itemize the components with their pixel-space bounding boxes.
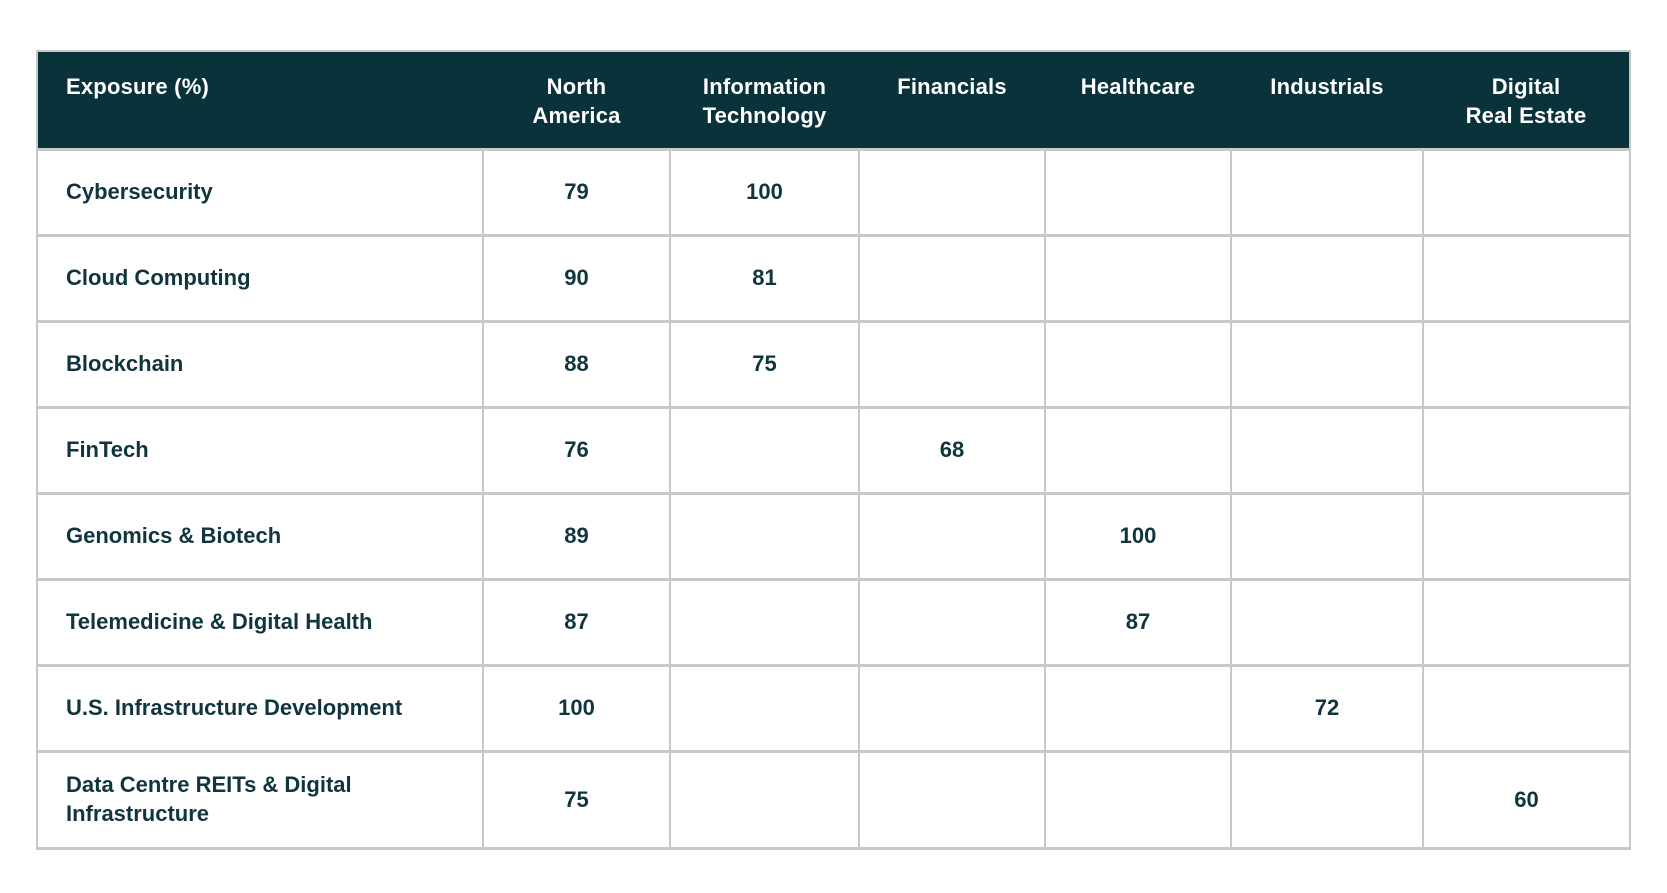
value-cell: 100: [669, 147, 860, 237]
table-row: Cybersecurity 79 100: [36, 147, 1631, 237]
value-cell: [669, 577, 860, 667]
value-cell: [1422, 147, 1631, 237]
row-label: U.S. Infrastructure Development: [36, 663, 484, 753]
table-row: FinTech 76 68: [36, 405, 1631, 495]
column-header: Information Technology: [670, 51, 859, 151]
value-cell: [1230, 749, 1424, 850]
value-cell: [1422, 233, 1631, 323]
value-cell: [858, 577, 1046, 667]
row-label: Telemedicine & Digital Health: [36, 577, 484, 667]
table-row: Blockchain 88 75: [36, 319, 1631, 409]
value-cell: [669, 663, 860, 753]
value-cell: [1044, 147, 1232, 237]
value-cell: [1044, 233, 1232, 323]
value-cell: [1422, 663, 1631, 753]
row-label: Data Centre REITs & Digital Infrastructu…: [36, 749, 484, 850]
value-cell: 68: [858, 405, 1046, 495]
value-cell: [1044, 405, 1232, 495]
value-cell: [858, 749, 1046, 850]
column-header-exposure: Exposure (%): [37, 51, 483, 151]
value-cell: [1044, 749, 1232, 850]
header-row: Exposure (%) North America Information Tec…: [37, 51, 1630, 151]
exposure-table: Exposure (%) North America Information Tec…: [36, 50, 1631, 850]
row-label: Cloud Computing: [36, 233, 484, 323]
column-header: Digital Real Estate: [1423, 51, 1630, 151]
value-cell: [1230, 319, 1424, 409]
column-header: Financials: [859, 51, 1045, 151]
value-cell: [1230, 233, 1424, 323]
value-cell: [858, 147, 1046, 237]
column-header: North America: [483, 51, 670, 151]
value-cell: [1044, 319, 1232, 409]
value-cell: 81: [669, 233, 860, 323]
row-label: Cybersecurity: [36, 147, 484, 237]
value-cell: [669, 491, 860, 581]
value-cell: [1230, 147, 1424, 237]
exposure-table-container: Exposure (%) North America Information Tec…: [36, 50, 1631, 850]
value-cell: 88: [482, 319, 671, 409]
value-cell: 100: [1044, 491, 1232, 581]
value-cell: 72: [1230, 663, 1424, 753]
value-cell: [1422, 319, 1631, 409]
row-label: Genomics & Biotech: [36, 491, 484, 581]
column-header: Healthcare: [1045, 51, 1231, 151]
table-row: Telemedicine & Digital Health 87 87: [36, 577, 1631, 667]
value-cell: 75: [669, 319, 860, 409]
table-body: Cybersecurity 79 100 Cloud Computing 90 81 Blo…: [36, 147, 1631, 850]
value-cell: 76: [482, 405, 671, 495]
value-cell: 60: [1422, 749, 1631, 850]
value-cell: [1230, 405, 1424, 495]
value-cell: 90: [482, 233, 671, 323]
table-row: Data Centre REITs & Digital Infrastructu…: [36, 749, 1631, 850]
value-cell: [1230, 491, 1424, 581]
value-cell: [669, 405, 860, 495]
value-cell: [1422, 577, 1631, 667]
value-cell: [1230, 577, 1424, 667]
table-row: U.S. Infrastructure Development 100 72: [36, 663, 1631, 753]
value-cell: 87: [1044, 577, 1232, 667]
column-header: Industrials: [1231, 51, 1423, 151]
value-cell: [858, 233, 1046, 323]
value-cell: [1422, 405, 1631, 495]
row-label: FinTech: [36, 405, 484, 495]
value-cell: [858, 663, 1046, 753]
value-cell: [669, 749, 860, 850]
row-label: Blockchain: [36, 319, 484, 409]
value-cell: [1422, 491, 1631, 581]
value-cell: 79: [482, 147, 671, 237]
table-header: Exposure (%) North America Information Tec…: [37, 51, 1630, 151]
value-cell: [858, 319, 1046, 409]
value-cell: 100: [482, 663, 671, 753]
value-cell: [858, 491, 1046, 581]
table-row: Genomics & Biotech 89 100: [36, 491, 1631, 581]
value-cell: 75: [482, 749, 671, 850]
value-cell: 89: [482, 491, 671, 581]
table-row: Cloud Computing 90 81: [36, 233, 1631, 323]
value-cell: 87: [482, 577, 671, 667]
value-cell: [1044, 663, 1232, 753]
